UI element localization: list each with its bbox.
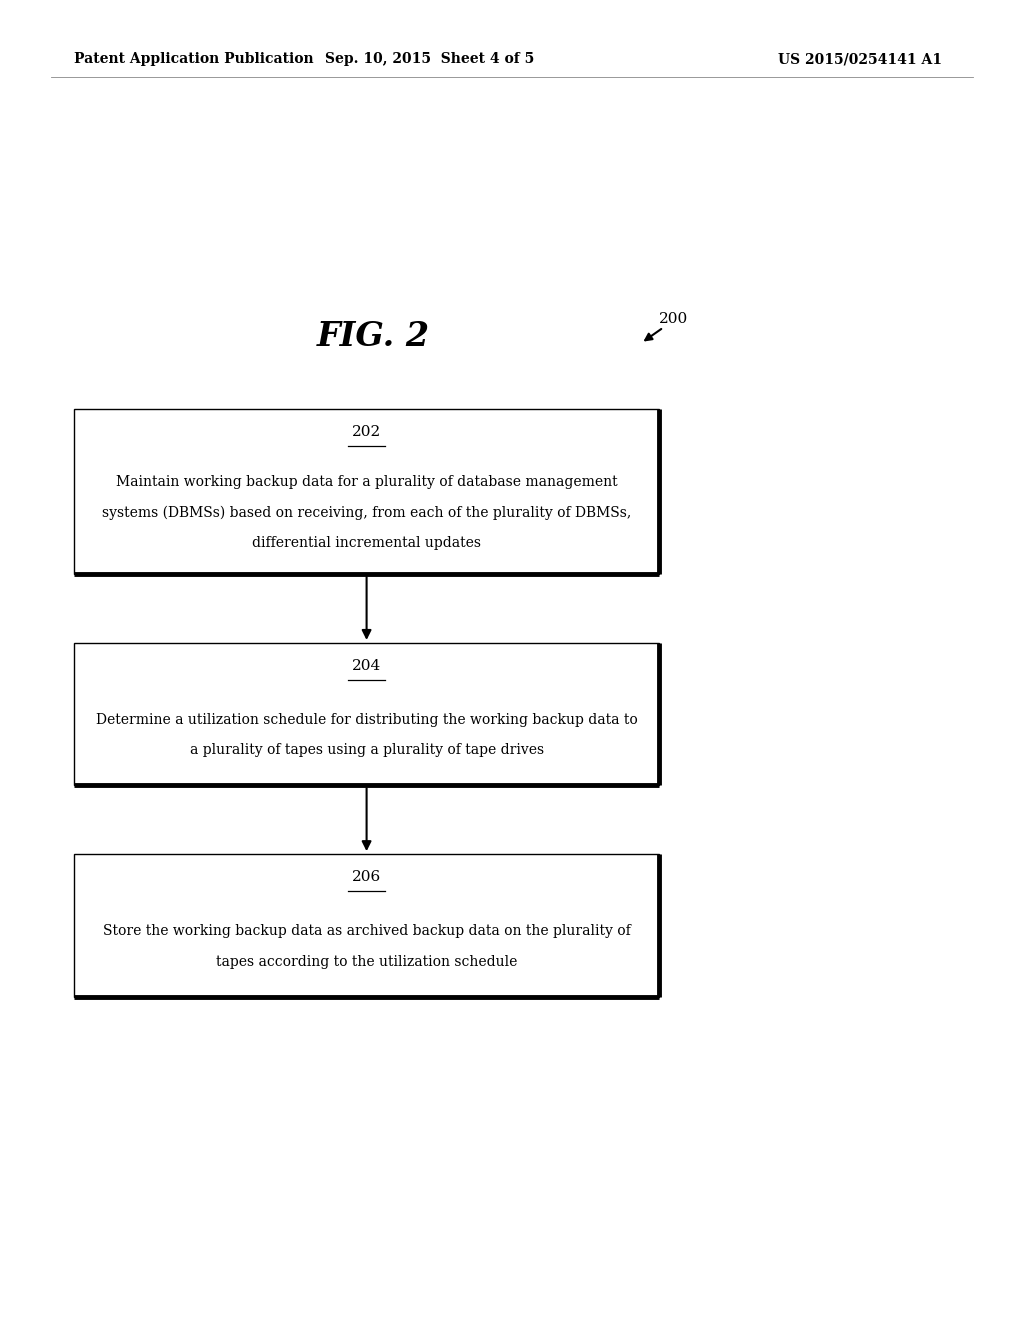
Text: US 2015/0254141 A1: US 2015/0254141 A1	[778, 53, 942, 66]
Text: Maintain working backup data for a plurality of database management: Maintain working backup data for a plura…	[116, 475, 617, 490]
Text: FIG. 2: FIG. 2	[317, 321, 430, 354]
Text: Determine a utilization schedule for distributing the working backup data to: Determine a utilization schedule for dis…	[95, 713, 638, 727]
Bar	[74, 409, 659, 574]
Text: 206: 206	[352, 870, 381, 884]
Text: 202: 202	[352, 425, 381, 440]
Text: a plurality of tapes using a plurality of tape drives: a plurality of tapes using a plurality o…	[189, 743, 544, 758]
Text: Patent Application Publication: Patent Application Publication	[74, 53, 313, 66]
Text: Store the working backup data as archived backup data on the plurality of: Store the working backup data as archive…	[102, 924, 631, 939]
Text: Sep. 10, 2015  Sheet 4 of 5: Sep. 10, 2015 Sheet 4 of 5	[326, 53, 535, 66]
Text: 204: 204	[352, 659, 381, 673]
Bar	[74, 854, 659, 997]
Text: tapes according to the utilization schedule: tapes according to the utilization sched…	[216, 954, 517, 969]
Text: 200: 200	[659, 313, 688, 326]
Text: differential incremental updates: differential incremental updates	[252, 536, 481, 550]
Bar	[74, 643, 659, 785]
Text: systems (DBMSs) based on receiving, from each of the plurality of DBMSs,: systems (DBMSs) based on receiving, from…	[102, 506, 631, 520]
